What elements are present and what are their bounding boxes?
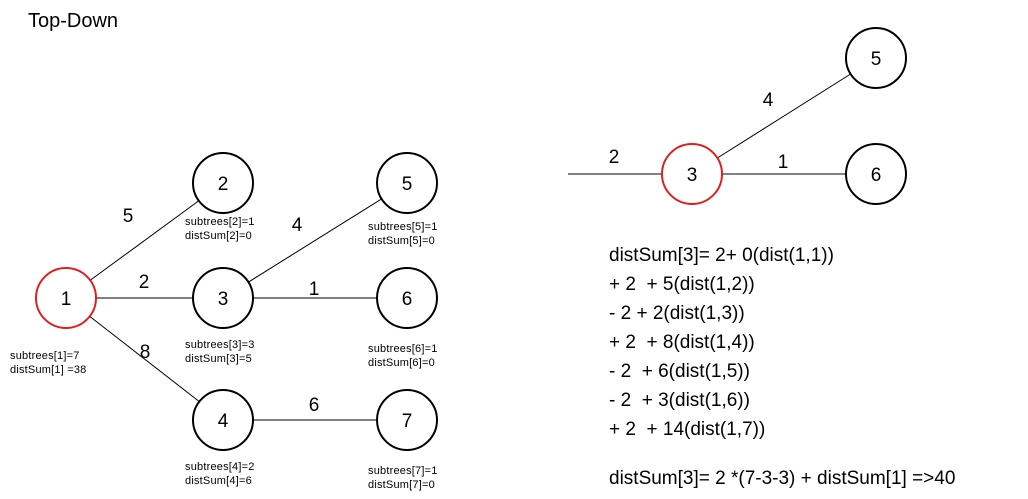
node-info-7-0: subtrees[7]=1 — [368, 465, 438, 477]
edge-weight-4-7: 6 — [309, 395, 320, 416]
node-circle — [661, 143, 723, 205]
edge-1-4 — [89, 316, 200, 402]
node-info-1-1: distSum[1] =38 — [10, 364, 86, 376]
right-tree-node-6: 6 — [845, 143, 907, 205]
edge-weight-1-2: 5 — [123, 206, 134, 227]
tree-node-2: 2 subtrees[2]=1 distSum[2]=0 — [185, 152, 255, 242]
node-info-5-0: subtrees[5]=1 — [368, 221, 438, 233]
node-info-1-0: subtrees[1]=7 — [10, 350, 80, 362]
tree-node-1: 1 subtrees[1]=7 distSum[1] =38 — [10, 267, 97, 376]
formula-line: + 2 + 14(dist(1,7)) — [609, 419, 765, 440]
node-label: 5 — [402, 174, 413, 195]
formula-line: + 2 + 8(dist(1,4)) — [609, 332, 755, 353]
formula-line: - 2 + 2(dist(1,3)) — [609, 303, 745, 324]
right-edge-3-5 — [717, 73, 851, 159]
tree-node-4: 4 subtrees[4]=2 distSum[4]=6 — [185, 389, 255, 487]
node-circle — [192, 152, 254, 214]
diagram-title: Top-Down — [28, 10, 118, 32]
node-info-4-1: distSum[4]=6 — [185, 475, 252, 487]
node-info-4-0: subtrees[4]=2 — [185, 461, 255, 473]
edge-3-5 — [248, 198, 382, 283]
formula-block: distSum[3]= 2+ 0(dist(1,1)) + 2 + 5(dist(… — [609, 245, 834, 440]
formula-line: - 2 + 3(dist(1,6)) — [609, 390, 750, 411]
edge-1-2 — [89, 200, 200, 281]
node-label: 6 — [402, 289, 413, 310]
tree-node-7: 7 subtrees[7]=1 distSum[7]=0 — [368, 389, 438, 491]
node-circle — [845, 27, 907, 89]
right-tree-node-5: 5 — [845, 27, 907, 89]
left-tree-nodes: 1 subtrees[1]=7 distSum[1] =38 2 subtrees[2]… — [10, 152, 438, 491]
formula-line: + 2 + 5(dist(1,2)) — [609, 274, 755, 295]
node-circle — [192, 389, 254, 451]
node-label: 3 — [687, 165, 698, 186]
node-circle — [192, 267, 254, 329]
edge-weight-1-4: 8 — [140, 342, 151, 363]
formula-line: distSum[3]= 2+ 0(dist(1,1)) — [609, 245, 834, 266]
node-label: 5 — [871, 49, 882, 70]
node-info-2-1: distSum[2]=0 — [185, 230, 252, 242]
node-circle — [35, 267, 97, 329]
node-label: 2 — [218, 174, 229, 195]
node-info-6-0: subtrees[6]=1 — [368, 343, 438, 355]
node-label: 7 — [402, 411, 413, 432]
tree-node-5: 5 subtrees[5]=1 distSum[5]=0 — [368, 152, 438, 247]
node-circle — [376, 267, 438, 329]
node-circle — [845, 143, 907, 205]
tree-node-6: 6 subtrees[6]=1 distSum[6]=0 — [368, 267, 438, 369]
right-tree-edges: 2 4 1 — [568, 73, 851, 175]
edge-weight-3-5: 4 — [292, 215, 303, 236]
node-info-3-1: distSum[3]=5 — [185, 353, 252, 365]
node-info-5-1: distSum[5]=0 — [368, 235, 435, 247]
right-tree-node-3: 3 — [661, 143, 723, 205]
right-edge-weight-3-6: 1 — [778, 152, 789, 173]
right-edge-weight-3-5: 4 — [763, 90, 774, 111]
node-info-6-1: distSum[6]=0 — [368, 357, 435, 369]
node-circle — [376, 389, 438, 451]
node-info-7-1: distSum[7]=0 — [368, 479, 435, 491]
node-label: 3 — [218, 289, 229, 310]
edge-weight-3-6: 1 — [309, 279, 320, 300]
tree-node-3: 3 subtrees[3]=3 distSum[3]=5 — [185, 267, 255, 365]
right-tree-nodes: 3 5 6 — [661, 27, 907, 205]
node-label: 6 — [871, 165, 882, 186]
node-info-2-0: subtrees[2]=1 — [185, 216, 255, 228]
node-label: 1 — [61, 289, 72, 310]
right-edge-weight-parent-3: 2 — [609, 147, 620, 168]
node-circle — [376, 152, 438, 214]
edge-weight-1-3: 2 — [139, 272, 150, 293]
formula-line: - 2 + 6(dist(1,5)) — [609, 361, 750, 382]
node-info-3-0: subtrees[3]=3 — [185, 339, 255, 351]
formula-summary: distSum[3]= 2 *(7-3-3) + distSum[1] =>40 — [609, 468, 955, 489]
node-label: 4 — [218, 411, 229, 432]
left-tree-edges: 5 2 8 4 1 6 — [89, 198, 382, 421]
